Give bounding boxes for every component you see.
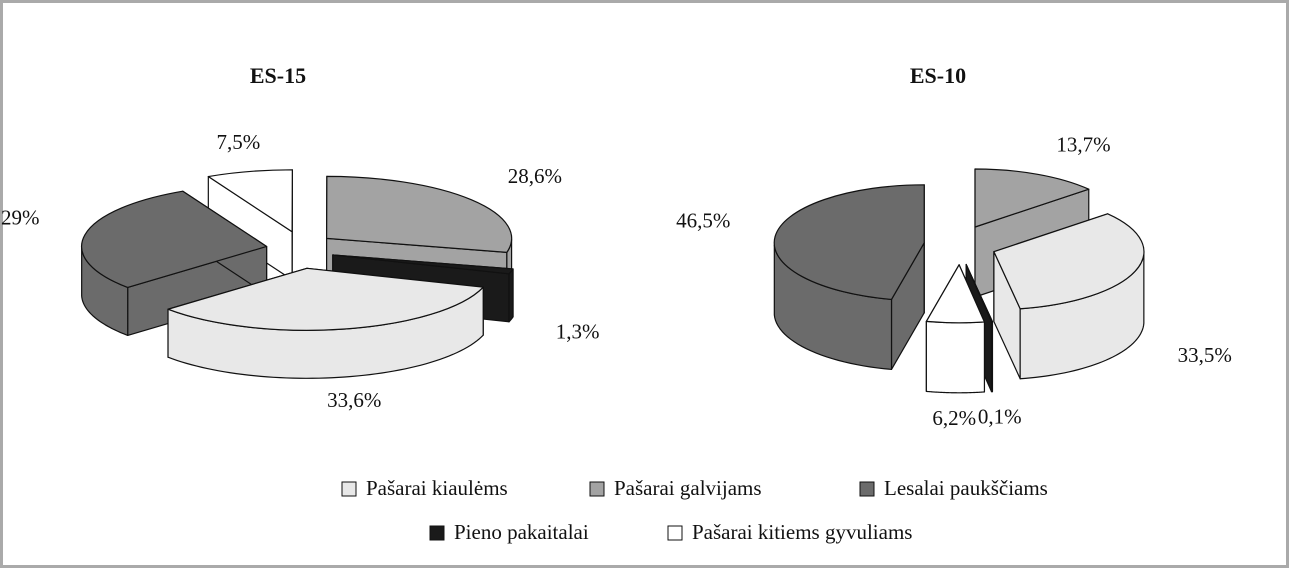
chart-title: ES-15 [250, 63, 306, 88]
data-label: 33,6% [327, 388, 381, 412]
pie-slice [925, 264, 986, 394]
slice-top [974, 168, 1090, 228]
pie-slice [993, 213, 1145, 380]
slice-top [993, 213, 1145, 310]
pie-slice [207, 169, 293, 281]
data-label: 29% [1, 206, 40, 230]
legend-label: Pašarai kiaulėms [366, 476, 508, 500]
slice-top [207, 169, 293, 233]
slice-top [925, 264, 986, 324]
slice-top [332, 254, 514, 275]
data-label: 13,7% [1056, 132, 1110, 156]
legend-swatch [667, 525, 683, 541]
legend-swatch [341, 481, 357, 497]
data-label: 46,5% [676, 208, 730, 232]
legend-label: Pašarai galvijams [614, 476, 762, 500]
legend-label: Pieno pakaitalai [454, 520, 589, 544]
slice-top [965, 263, 994, 323]
slice-side [925, 320, 986, 394]
legend-label: Lesalai paukščiams [884, 476, 1048, 500]
pie-slice [773, 184, 925, 371]
slice-side [990, 321, 994, 393]
data-label: 28,6% [508, 164, 562, 188]
data-label: 6,2% [932, 406, 976, 430]
pie-slice [81, 190, 268, 337]
data-label: 7,5% [217, 130, 261, 154]
slice-top [167, 267, 484, 331]
data-label: 33,5% [1178, 343, 1232, 367]
legend-label: Pašarai kitiems gyvuliams [692, 520, 912, 544]
chart-title: ES-10 [910, 63, 966, 88]
slice-side [508, 268, 514, 323]
slice-top [773, 184, 925, 301]
pie-slice [167, 267, 484, 379]
legend-swatch [589, 481, 605, 497]
legend-swatch [859, 481, 875, 497]
legend-swatch [429, 525, 445, 541]
slice-top [81, 190, 268, 289]
slice-top [326, 175, 513, 253]
data-label: 0,1% [978, 405, 1022, 429]
data-label: 1,3% [556, 319, 600, 343]
